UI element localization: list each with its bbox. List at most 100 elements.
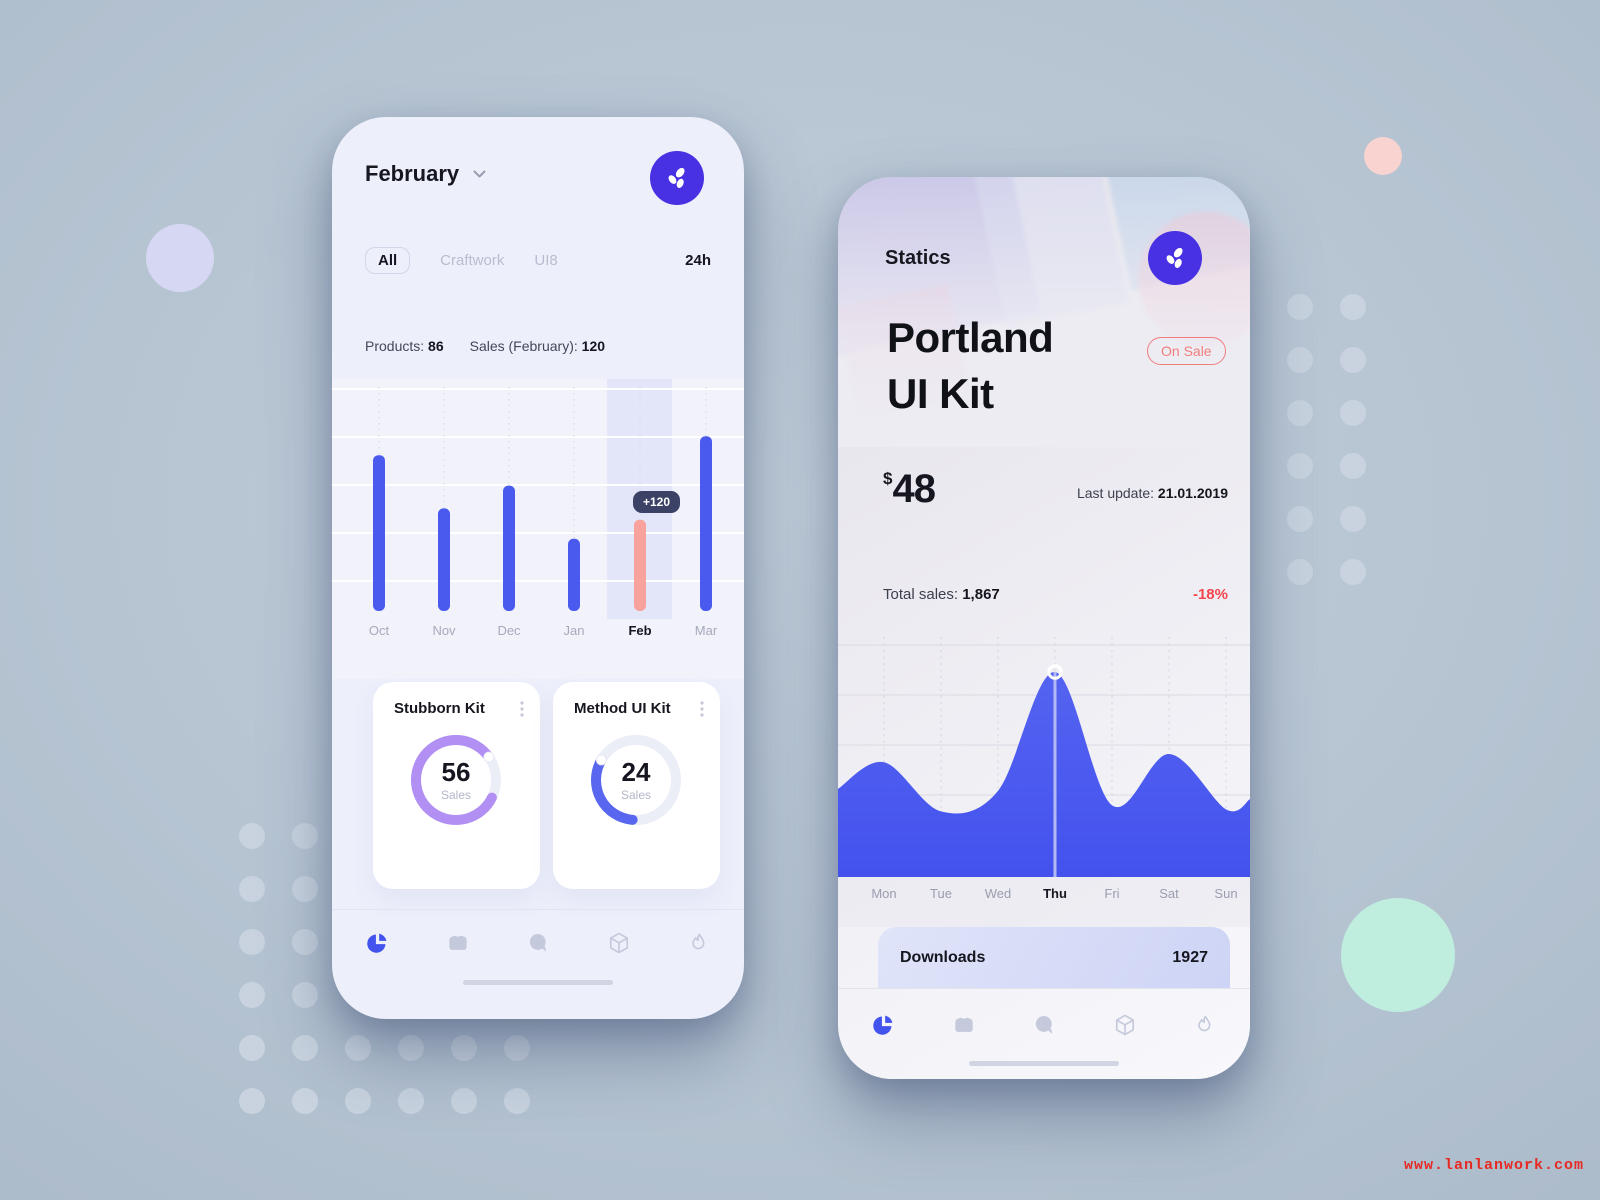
- leaf-icon: [662, 163, 692, 193]
- leaf-icon: [1160, 243, 1190, 273]
- nav-cube-icon[interactable]: [1112, 1012, 1138, 1038]
- month-label: February: [365, 161, 460, 186]
- product-title: Portland UI Kit: [887, 310, 1054, 422]
- nav-inbox-icon[interactable]: [951, 1012, 977, 1038]
- on-sale-badge: On Sale: [1147, 337, 1226, 365]
- price: $48: [883, 467, 936, 512]
- nav-divider: [332, 909, 744, 910]
- total-sales: Total sales: 1,867: [883, 586, 1000, 603]
- tab-ui8[interactable]: UI8: [534, 252, 558, 269]
- monthly-bar-chart: Oct Nov Dec Jan Feb Mar +120: [332, 379, 744, 679]
- sales-change-percent: -18%: [1192, 586, 1228, 603]
- highlight-marker: [1047, 664, 1063, 680]
- bar: [438, 508, 450, 611]
- sales-stat: Sales (February): 120: [470, 338, 605, 354]
- donut-value: 24: [621, 756, 651, 787]
- product-card-method-ui-kit[interactable]: Method UI Kit 24 Sales: [553, 682, 720, 889]
- weekly-area-chart: [838, 632, 1250, 877]
- product-title-line1: Portland: [887, 314, 1054, 361]
- x-axis-label: Dec: [497, 623, 521, 638]
- app-logo[interactable]: [1148, 231, 1202, 285]
- bar: [700, 436, 712, 611]
- page-title: Statics: [885, 247, 951, 269]
- bar: [568, 538, 580, 611]
- card-title: Stubborn Kit: [394, 700, 485, 717]
- x-axis-label: Oct: [369, 623, 390, 638]
- last-update: Last update: 21.01.2019: [1077, 485, 1228, 501]
- time-filter-24h[interactable]: 24h: [685, 252, 711, 269]
- x-axis-label: Thu: [1043, 886, 1067, 901]
- month-selector[interactable]: February: [365, 161, 486, 187]
- area-chart-canvas: [838, 637, 1250, 877]
- donut-canvas: [591, 735, 681, 825]
- x-axis-label: Sun: [1214, 886, 1238, 901]
- sales-donut: 56 Sales: [406, 730, 506, 830]
- x-axis-label: Fri: [1104, 886, 1120, 901]
- nav-chat-icon[interactable]: [525, 930, 551, 956]
- nav-cube-icon[interactable]: [606, 930, 632, 956]
- downloads-row[interactable]: Downloads 1927: [878, 927, 1230, 988]
- nav-flame-icon[interactable]: [1192, 1012, 1218, 1038]
- nav-chat-icon[interactable]: [1031, 1012, 1057, 1038]
- tab-all[interactable]: All: [365, 247, 411, 274]
- nav-pie-chart-icon[interactable]: [364, 930, 390, 956]
- card-title: Method UI Kit: [574, 700, 671, 717]
- bar-chart-canvas: Oct Nov Dec Jan Feb Mar: [332, 379, 744, 638]
- nav-inbox-icon[interactable]: [445, 930, 471, 956]
- total-sales-label: Total sales:: [883, 586, 959, 603]
- downloads-label: Downloads: [900, 948, 986, 966]
- bar: [634, 519, 646, 611]
- chevron-down-icon: [473, 170, 486, 178]
- donut-unit: Sales: [620, 787, 652, 802]
- right-phone-screen: Statics Portland UI Kit On Sale $48 Last…: [838, 177, 1250, 1079]
- product-card-stubborn-kit[interactable]: Stubborn Kit 56 Sales: [373, 682, 540, 889]
- last-update-label: Last update:: [1076, 485, 1155, 501]
- kebab-menu-icon[interactable]: [520, 700, 524, 717]
- last-update-value: 21.01.2019: [1157, 485, 1228, 501]
- x-axis-label: Wed: [984, 886, 1012, 901]
- nav-pie-chart-icon[interactable]: [870, 1012, 896, 1038]
- decorative-circle-lavender: [146, 224, 214, 292]
- total-sales-value: 1,867: [962, 586, 1000, 603]
- x-axis-label: Tue: [930, 886, 952, 901]
- home-indicator[interactable]: [463, 980, 613, 985]
- tab-craftwork[interactable]: Craftwork: [440, 252, 505, 269]
- downloads-value: 1927: [1172, 948, 1208, 966]
- product-cards-row: Stubborn Kit 56 Sales Method UI Kit: [373, 682, 720, 889]
- bottom-nav-bar: [364, 917, 712, 969]
- decorative-circle-mint: [1341, 898, 1455, 1012]
- currency-symbol: $: [883, 469, 893, 488]
- nav-flame-icon[interactable]: [686, 930, 712, 956]
- bar: [373, 455, 385, 611]
- sales-label: Sales (February):: [469, 338, 578, 354]
- x-axis-label: Jan: [564, 623, 585, 638]
- home-indicator[interactable]: [969, 1061, 1119, 1066]
- donut-value: 56: [441, 756, 471, 787]
- kebab-menu-icon[interactable]: [700, 700, 704, 717]
- products-stat: Products: 86: [365, 338, 444, 354]
- x-axis-label: Feb: [628, 623, 651, 638]
- header-collage-image: [838, 177, 1250, 447]
- product-title-line2: UI Kit: [887, 370, 994, 417]
- sales-value: 120: [581, 338, 606, 354]
- sales-donut: 24 Sales: [586, 730, 686, 830]
- app-logo[interactable]: [650, 151, 704, 205]
- x-axis-day-labels: Mon Tue Wed Thu Fri Sat Sun: [838, 877, 1250, 927]
- x-axis-label: Nov: [432, 623, 456, 638]
- bar: [503, 485, 515, 611]
- left-phone-screen: February All Craftwork UI8 24h Products:: [332, 117, 744, 1019]
- area-series: [838, 671, 1250, 877]
- products-label: Products:: [365, 338, 425, 354]
- x-axis-label: Mon: [871, 886, 897, 901]
- stats-row: Products: 86 Sales (February): 120: [365, 338, 605, 354]
- nav-divider: [838, 988, 1250, 989]
- bottom-nav-bar: [870, 999, 1218, 1051]
- products-value: 86: [428, 338, 444, 354]
- donut-unit: Sales: [440, 787, 472, 802]
- watermark-text: www.lanlanwork.com: [1403, 1157, 1584, 1174]
- donut-canvas: [411, 735, 501, 825]
- chart-tooltip: +120: [633, 491, 681, 513]
- dot-grid-top-right: [1287, 294, 1366, 585]
- price-amount: 48: [892, 467, 935, 511]
